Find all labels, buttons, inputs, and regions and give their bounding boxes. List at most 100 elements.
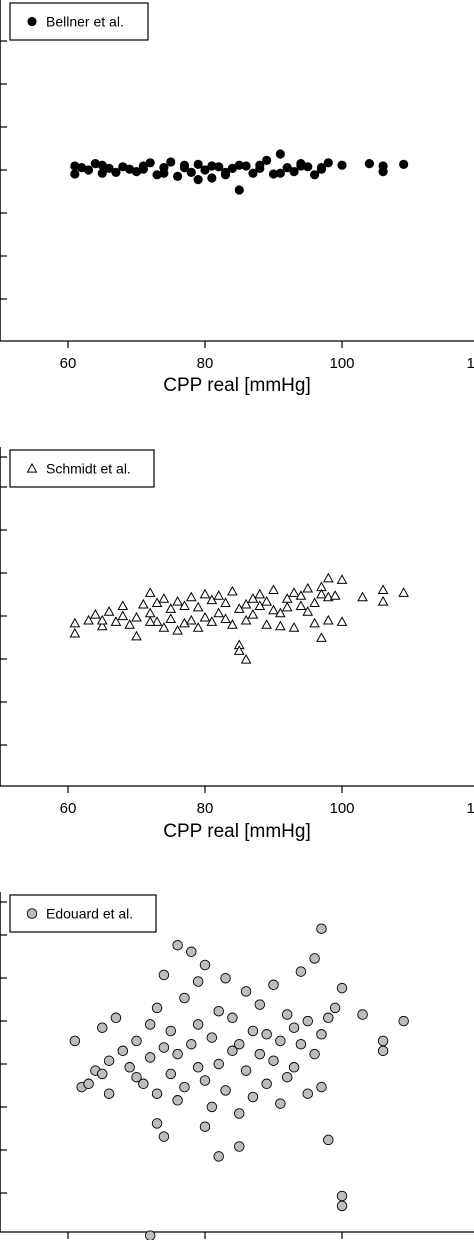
data-point-triangle [302,606,314,616]
data-point-gray [261,1078,272,1090]
data-point-black [303,162,313,172]
data-point-gray [377,1035,389,1047]
data-point-triangle [295,600,307,610]
data-point-black [337,160,347,170]
data-point-gray [144,1019,156,1030]
data-point-black [173,171,183,181]
data-point-triangle [227,619,238,629]
data-point-gray [199,959,211,971]
data-point-gray [158,969,170,981]
data-point-triangle [240,598,252,609]
data-point-black [70,161,80,171]
data-point-triangle [336,616,348,626]
data-point-black [275,149,285,159]
data-point-black [186,167,196,177]
data-point-black [90,159,100,169]
x-axis-label: CPP real [mmHg] [163,375,310,396]
data-point-black [145,158,155,168]
data-point-triangle [213,590,225,600]
legend-marker [26,462,38,473]
data-point-gray [96,1022,108,1033]
data-point-gray [240,986,252,997]
data-point-triangle [117,600,129,610]
data-point-triangle [322,572,334,583]
data-point-triangle [199,611,211,622]
data-point-gray [233,1038,245,1050]
legend-marker [27,16,37,27]
data-point-triangle [185,591,197,602]
data-point-gray [275,1035,286,1047]
data-point-black [227,163,237,173]
data-point-triangle [144,587,156,597]
data-point-gray [172,1095,183,1106]
data-point-triangle [131,611,142,622]
data-point-gray [302,1015,314,1027]
data-point-black [316,164,327,174]
data-point-triangle [90,609,101,619]
data-point-gray [172,1048,183,1060]
x-tick-label: 60 [60,355,77,372]
data-point-gray [199,1121,211,1132]
data-point-triangle [309,617,320,628]
data-point-triangle [268,604,279,615]
data-point-gray [281,1071,293,1083]
data-point-triangle [275,620,286,631]
data-point-gray [83,1078,94,1090]
legend-marker [26,908,38,919]
data-point-black [166,157,176,167]
data-point-gray [151,1088,163,1099]
data-point-gray [275,1098,286,1109]
panel-schmidt: 60 80 100 120 CPP real [mmHg] Schmidt et al. [0,447,474,842]
data-point-black [193,159,203,169]
data-point-gray [144,1230,156,1240]
data-point-gray [316,1081,327,1093]
data-point-gray [179,992,190,1004]
data-point-triangle [254,588,266,599]
data-point-gray [316,1029,327,1040]
data-point-gray [323,1134,334,1146]
data-point-gray [131,1071,142,1083]
data-point-triangle [165,613,177,623]
data-point-black [241,161,251,171]
data-point-triangle [144,607,156,618]
data-point-gray [302,1088,314,1099]
data-point-black [83,165,94,175]
data-point-triangle [179,600,190,610]
data-point-gray [357,1009,368,1020]
data-point-triangle [110,616,122,626]
data-point-gray [254,999,266,1010]
data-point-gray [206,1032,218,1043]
data-point-triangle [316,588,327,599]
data-point-triangle [172,595,183,606]
data-point-triangle [83,614,94,625]
data-point-black [111,167,121,177]
data-point-triangle [185,614,197,625]
data-point-gray [192,1062,204,1073]
data-point-gray [144,1052,156,1063]
data-point-triangle [206,616,218,626]
data-point-gray [103,1088,115,1099]
data-point-gray [117,1045,129,1057]
data-point-gray [247,1025,259,1037]
data-point-gray [213,1005,224,1017]
data-point-gray [240,1065,252,1076]
data-point-black [193,175,203,185]
data-point-gray [192,976,204,987]
data-point-gray [151,1118,163,1129]
data-point-gray [288,1062,300,1073]
data-point-triangle [261,619,272,629]
data-point-triangle [357,591,368,602]
data-point-triangle [103,606,115,616]
x-tick-label: 120 [466,800,474,817]
data-point-gray [295,966,307,977]
data-point-triangle [261,595,272,606]
data-point-gray [220,972,231,984]
x-tick-label: 100 [329,355,354,372]
data-point-gray [323,1012,334,1024]
data-point-gray [261,1029,272,1040]
data-point-black [282,163,292,173]
data-point-triangle [192,601,204,612]
data-point-triangle [288,587,300,597]
x-tick-label: 80 [197,355,214,372]
data-point-gray [103,1055,115,1066]
